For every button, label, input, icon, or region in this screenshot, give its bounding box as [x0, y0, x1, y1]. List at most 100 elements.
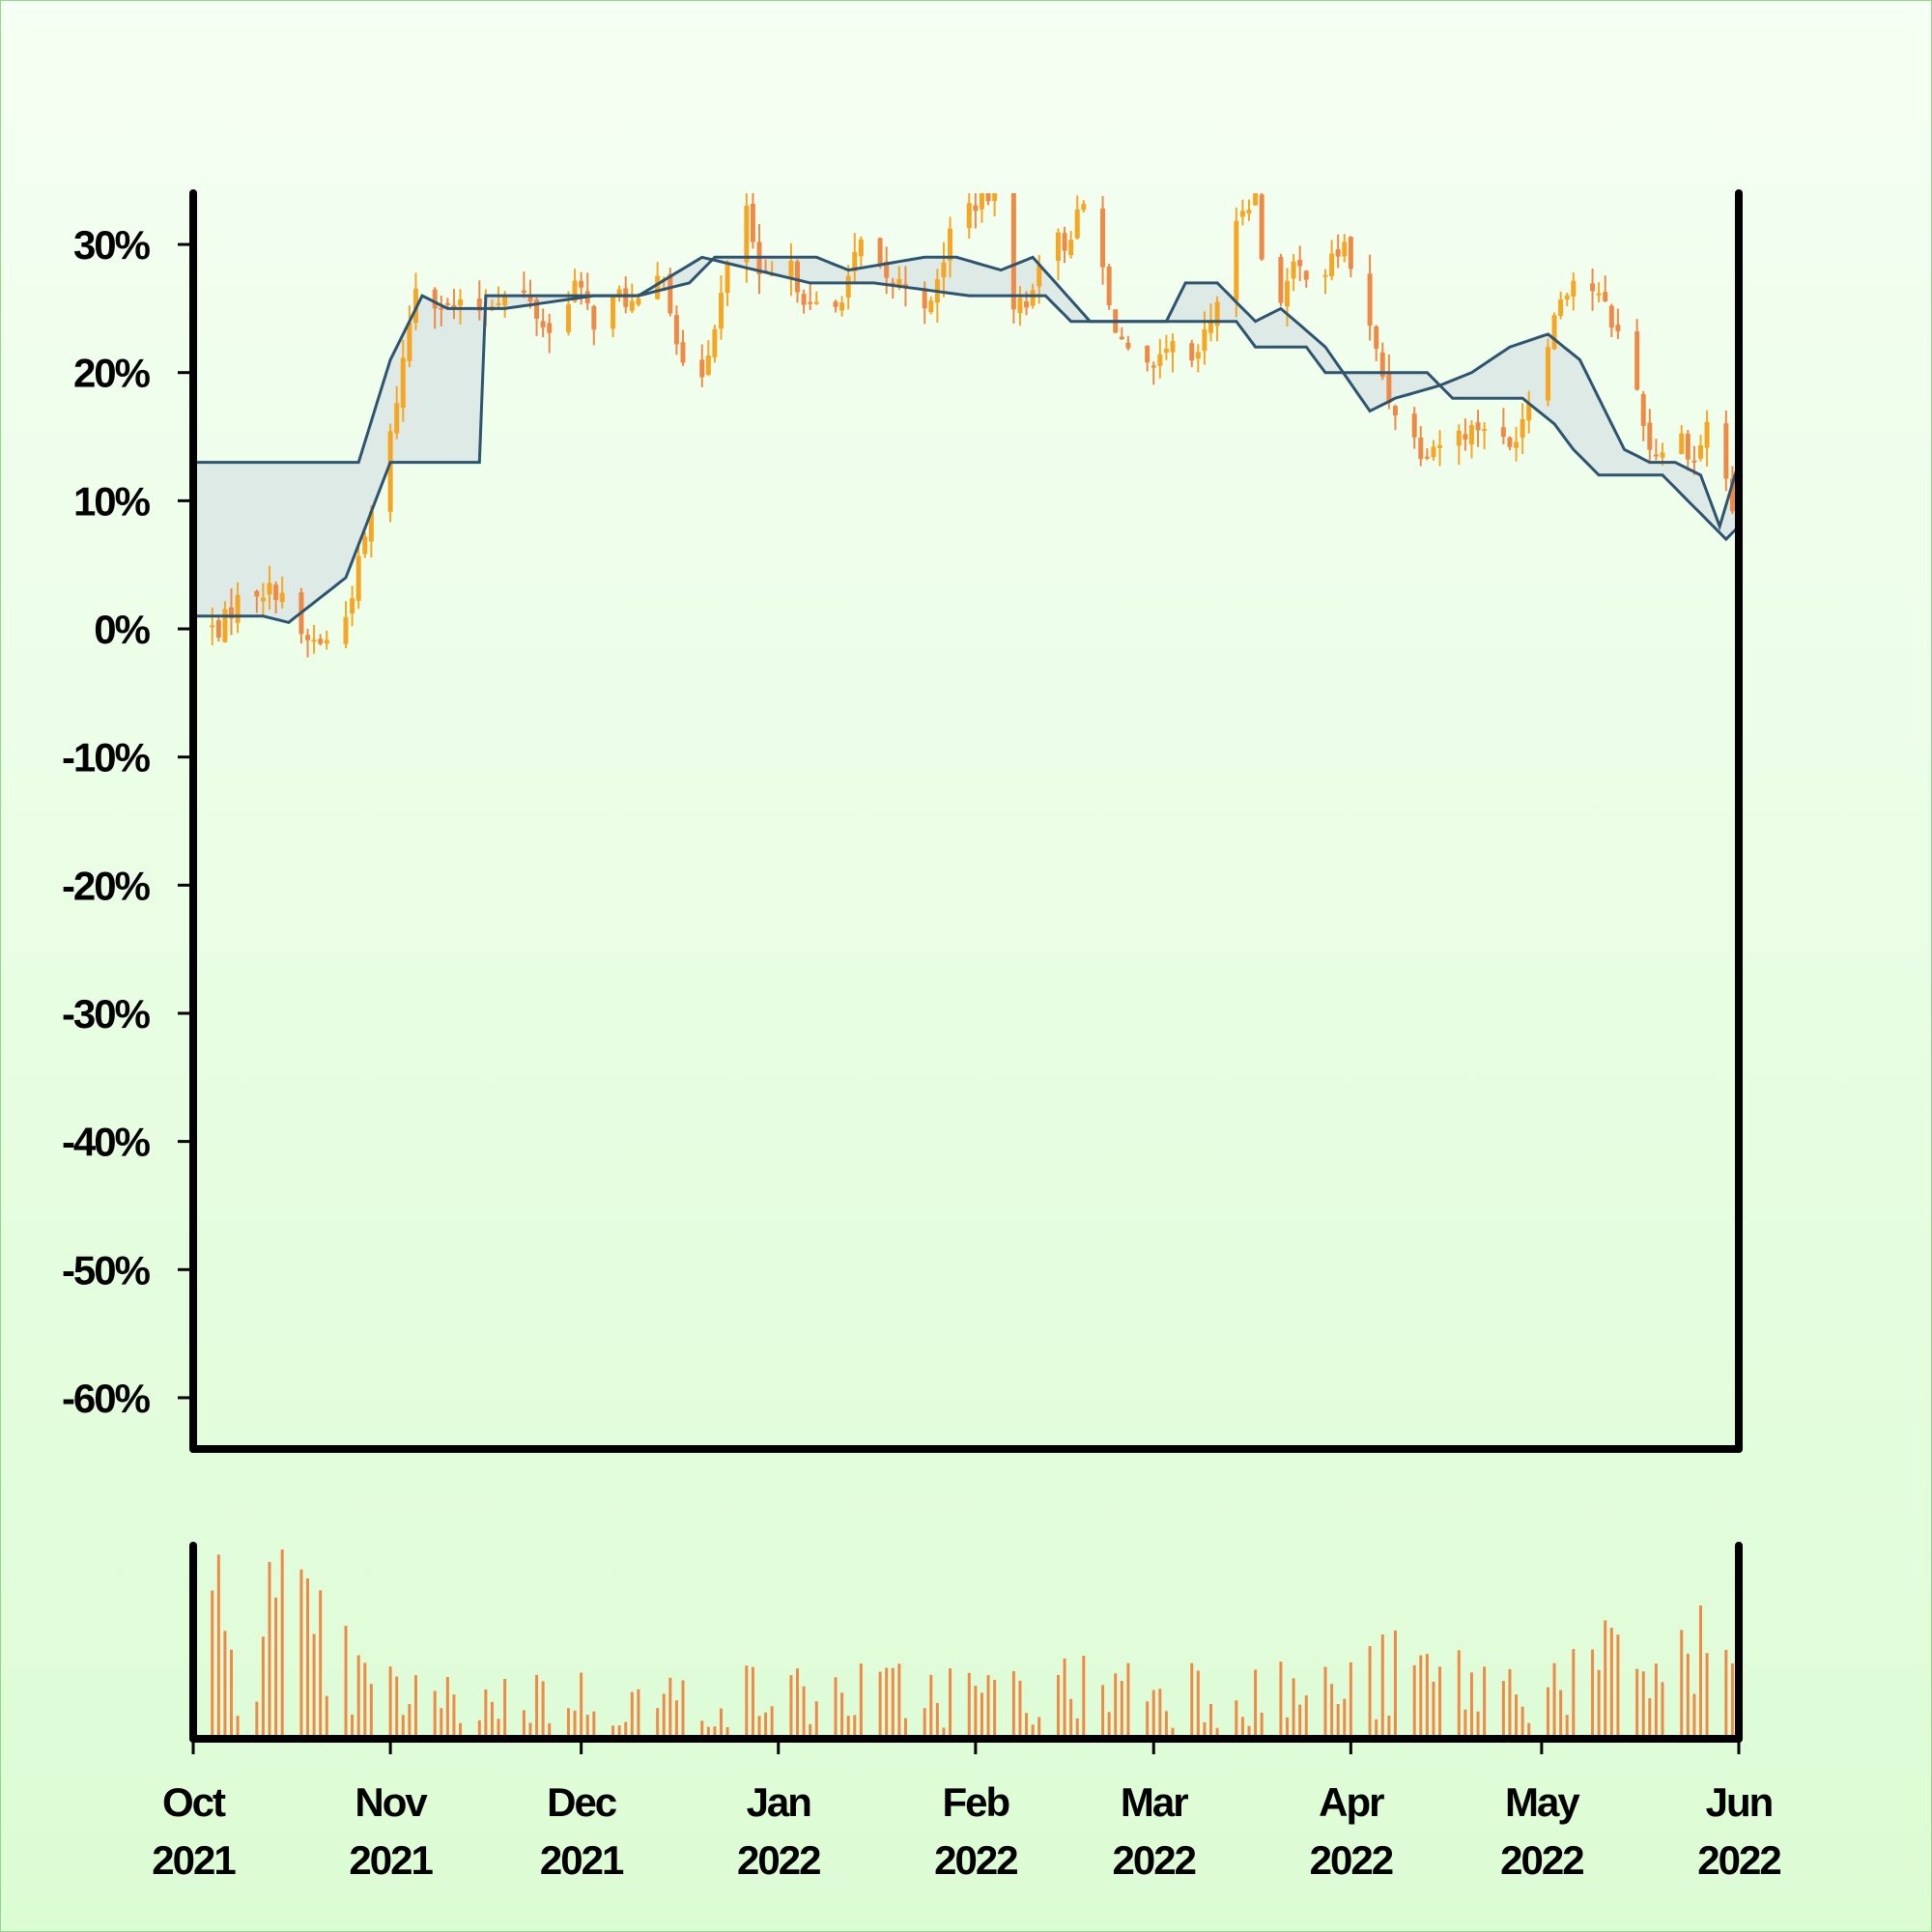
candle-body — [1055, 232, 1061, 261]
candle-body — [839, 302, 845, 311]
volume-bar — [445, 1676, 449, 1739]
candle-body — [1157, 354, 1163, 366]
volume-bar — [1730, 1662, 1734, 1739]
candle-body — [884, 261, 890, 278]
volume-bar — [1686, 1653, 1690, 1739]
volume-bar — [1661, 1682, 1664, 1739]
candle-body — [355, 555, 361, 601]
volume-bar — [674, 1700, 678, 1739]
volume-bar — [1069, 1698, 1073, 1739]
candle-body — [1608, 305, 1614, 328]
volume-bar — [611, 1725, 615, 1739]
volume-bar — [541, 1681, 545, 1739]
volume-bar — [789, 1675, 793, 1739]
candle-body — [788, 260, 794, 279]
volume-bar — [706, 1726, 710, 1739]
candle-body — [1500, 427, 1506, 438]
volume-bar — [1037, 1717, 1041, 1739]
candle-body — [476, 298, 482, 311]
candle-body — [1297, 260, 1303, 267]
volume-bar — [1609, 1628, 1613, 1739]
volume-bar — [1520, 1706, 1524, 1739]
candle-body — [1163, 348, 1169, 354]
candle-body — [1392, 406, 1398, 416]
candle-body — [1119, 336, 1124, 340]
volume-bar — [528, 1722, 532, 1739]
candle-body — [668, 273, 673, 314]
volume-bar — [1031, 1724, 1035, 1739]
volume-bar — [1247, 1725, 1251, 1739]
candle-body — [1653, 454, 1659, 457]
volume-bar — [1235, 1700, 1238, 1739]
volume-bar — [585, 1715, 589, 1739]
candle-body — [1729, 478, 1735, 512]
candle-body — [712, 328, 718, 357]
candle-body — [1214, 301, 1220, 327]
volume-bar — [1107, 1712, 1111, 1739]
candle-body — [579, 280, 584, 288]
volume-bar — [923, 1708, 926, 1739]
candle-body — [1170, 340, 1176, 353]
candle-body — [852, 251, 858, 271]
volume-bar — [1591, 1649, 1595, 1739]
volume-bar — [1438, 1666, 1442, 1739]
candle-body — [1208, 322, 1213, 333]
candle-body — [966, 203, 972, 229]
volume-bar — [344, 1626, 348, 1739]
candle-body — [279, 592, 285, 603]
volume-bar — [319, 1590, 323, 1739]
volume-bar — [1304, 1695, 1308, 1739]
volume-bar — [566, 1708, 570, 1739]
candle-body — [260, 597, 266, 602]
candle-body — [1411, 413, 1417, 438]
volume-bar — [1279, 1662, 1283, 1739]
candle-body — [502, 295, 508, 306]
x-tick-label-year: 2022 — [934, 1837, 1017, 1883]
volume-bar — [1597, 1669, 1601, 1739]
candle-body — [496, 302, 501, 305]
candle-body — [1603, 292, 1608, 301]
candle-body — [368, 511, 374, 542]
volume-bar — [1648, 1698, 1652, 1739]
candle-body — [801, 294, 807, 305]
volume-bar — [980, 1692, 983, 1739]
candle-body — [1571, 280, 1577, 297]
volume-bar — [1463, 1709, 1467, 1739]
volume-bar — [853, 1715, 857, 1739]
volume-bar — [878, 1671, 882, 1739]
volume-bar — [814, 1701, 818, 1739]
candle-body — [1151, 365, 1156, 368]
candle-body — [407, 322, 412, 361]
y-tick-label: -60% — [62, 1376, 151, 1421]
candle-body — [1590, 283, 1596, 292]
volume-bar — [1476, 1711, 1480, 1739]
candle-body — [1647, 422, 1653, 450]
volume-bar — [413, 1675, 417, 1739]
candle-body — [267, 582, 272, 595]
candle-body — [1062, 233, 1067, 251]
candle-body — [623, 288, 629, 307]
candle-body — [1329, 253, 1335, 277]
volume-bar — [885, 1667, 889, 1739]
volume-bar — [1196, 1670, 1200, 1739]
candle-body — [1634, 331, 1640, 390]
volume-bar — [1380, 1634, 1384, 1739]
volume-bar — [1469, 1672, 1473, 1739]
volume-bar — [1025, 1713, 1029, 1739]
candle-body — [1468, 425, 1474, 445]
x-tick-label-month: Oct — [162, 1779, 226, 1825]
candle-body — [680, 342, 686, 363]
candle-body — [655, 275, 661, 299]
volume-bar — [1349, 1662, 1352, 1739]
candle-body — [1704, 421, 1710, 448]
volume-bar — [255, 1701, 259, 1739]
x-tick-label-month: Nov — [355, 1779, 428, 1825]
candle-body — [1285, 280, 1291, 307]
candle-body — [1322, 274, 1328, 277]
volume-bar — [1635, 1668, 1639, 1739]
volume-bar — [548, 1722, 552, 1739]
candle-body — [1660, 452, 1665, 458]
label-layer: 30% 20% 10% 0% -10% -20% -30% -40% -50% -60% Oct 20… — [62, 222, 1782, 1883]
candle-body — [305, 635, 311, 640]
candle-body — [1202, 328, 1208, 352]
